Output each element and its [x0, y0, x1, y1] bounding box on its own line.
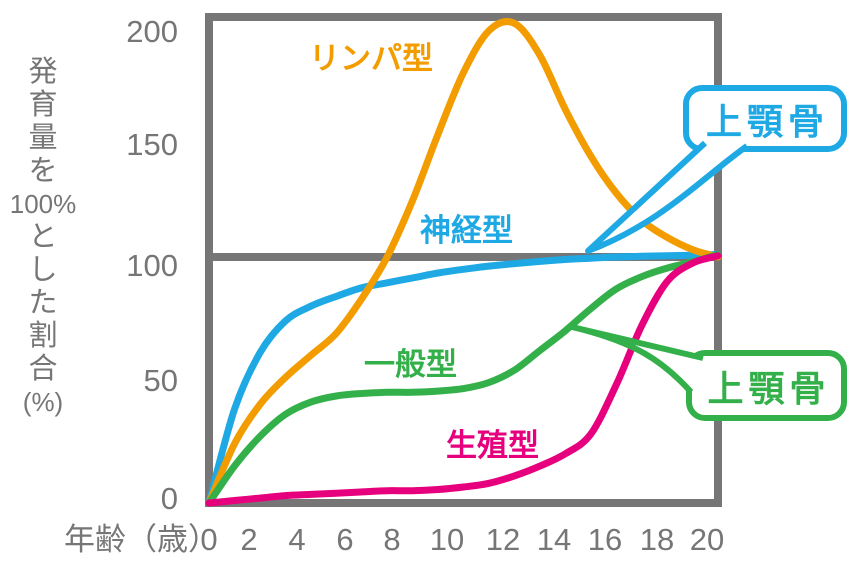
- y-tick-150: 150: [126, 127, 178, 162]
- y-axis-label-char: と: [28, 221, 58, 253]
- y-axis-label: 発 育 量 を 100% と し た 割 合 (%): [0, 56, 86, 419]
- maxilla-callout-blue-tail: [585, 140, 749, 254]
- x-tick-18: 18: [639, 522, 675, 557]
- x-axis-label: 年齢（歳）: [64, 522, 219, 557]
- growth-curve-0: [205, 251, 722, 507]
- y-tick-50: 50: [143, 363, 178, 398]
- y-axis-label-char: 育: [28, 89, 58, 121]
- y-tick-100: 100: [126, 248, 178, 283]
- y-axis-label-char: 量: [28, 122, 58, 154]
- curve-label-neural: 神経型: [420, 213, 513, 248]
- x-tick-16: 16: [587, 522, 623, 557]
- y-axis-label-char: (%): [22, 387, 64, 417]
- x-tick-8: 8: [383, 522, 401, 557]
- maxilla-callout-green-label: 上顎骨: [707, 367, 831, 409]
- y-axis-label-char: た: [28, 287, 58, 319]
- x-tick-10: 10: [429, 522, 465, 557]
- x-tick-14: 14: [536, 522, 572, 557]
- x-tick-20: 20: [689, 522, 725, 557]
- maxilla-callout-blue-label: 上顎骨: [705, 100, 829, 142]
- x-tick-4: 4: [288, 522, 306, 557]
- y-axis-label-char: を: [28, 155, 58, 187]
- y-tick-200: 200: [126, 14, 178, 49]
- y-tick-0: 0: [160, 481, 178, 516]
- maxilla-callout-blue-bubble: [683, 85, 847, 152]
- y-axis-label-char: し: [28, 254, 58, 286]
- curve-label-genital: 生殖型: [446, 428, 539, 463]
- x-tick-2: 2: [240, 522, 258, 557]
- y-axis-label-char: 100%: [9, 189, 77, 219]
- maxilla-callout-green-tail: [569, 324, 704, 395]
- x-tick-0: 0: [200, 522, 218, 557]
- curve-label-lymphoid: リンパ型: [309, 41, 433, 76]
- x-tick-12: 12: [485, 522, 521, 557]
- y-axis-label-char: 割: [28, 320, 58, 352]
- curve-label-general: 一般型: [364, 347, 457, 382]
- x-tick-6: 6: [336, 522, 354, 557]
- y-axis-label-char: 合: [28, 353, 58, 385]
- y-axis-label-char: 発: [28, 56, 58, 88]
- growth-curve-2: [205, 251, 722, 507]
